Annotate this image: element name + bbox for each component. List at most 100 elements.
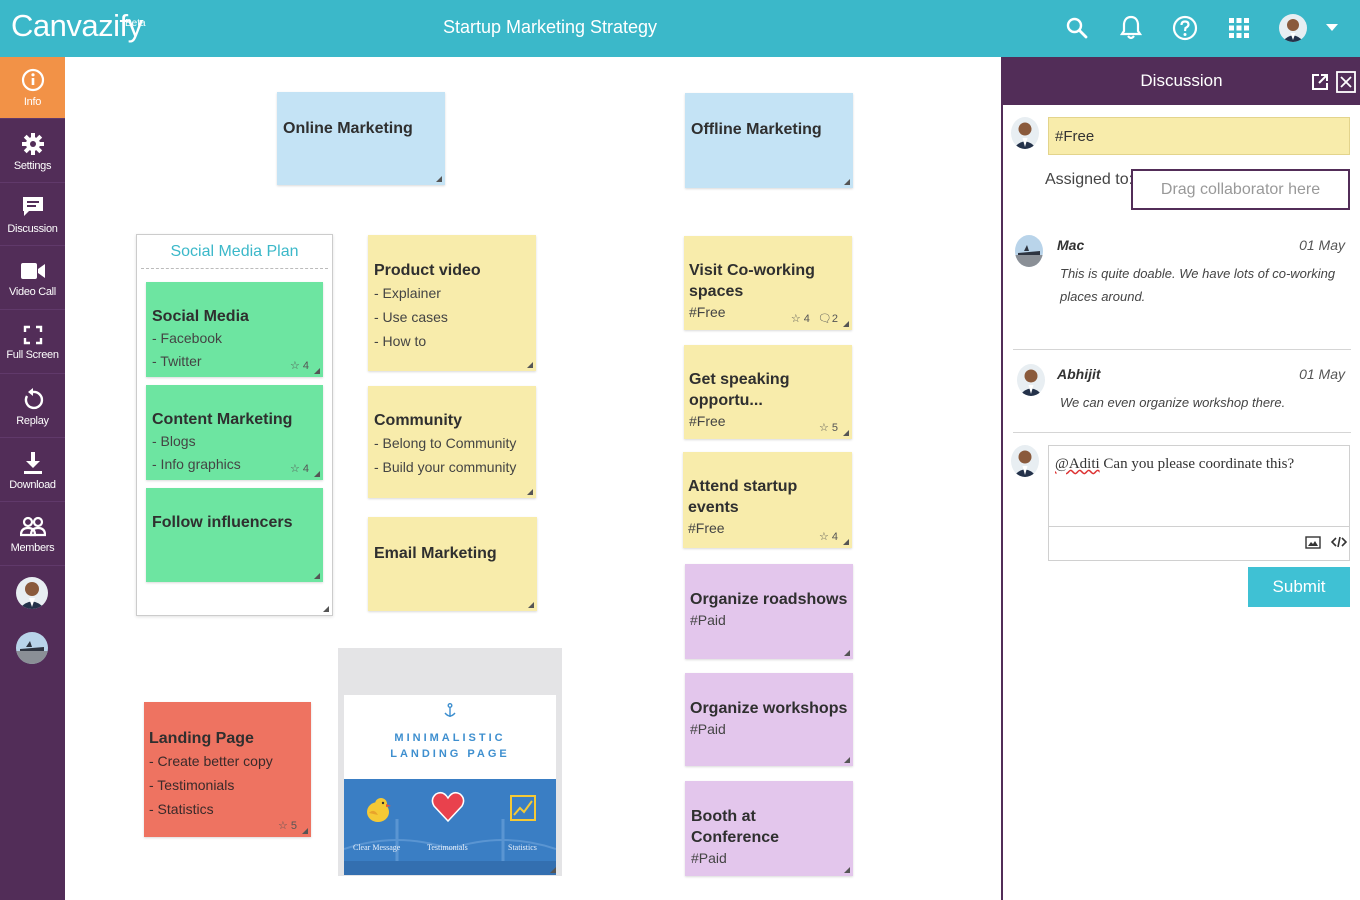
help-icon[interactable]	[1158, 8, 1212, 48]
note-email-marketing[interactable]: Email Marketing	[368, 517, 537, 611]
divider	[1013, 349, 1351, 350]
note-organize-workshops[interactable]: Organize workshops #Paid	[685, 673, 853, 766]
bell-icon[interactable]	[1104, 8, 1158, 48]
note-attend-startup-events[interactable]: Attend startup events #Free ☆ 4	[683, 452, 852, 548]
chat-icon	[22, 196, 43, 216]
star-icon[interactable]: ☆ 4	[289, 360, 309, 372]
resize-handle-icon[interactable]	[844, 179, 850, 185]
star-icon[interactable]: ☆ 4	[289, 463, 309, 475]
resize-handle-icon[interactable]	[527, 489, 533, 495]
sidebar-item-settings[interactable]: Settings	[0, 121, 65, 183]
note-follow-influencers[interactable]: Follow influencers	[146, 488, 323, 582]
note-line: - Build your community	[374, 459, 517, 475]
note-title: Attend startup events	[688, 478, 798, 516]
star-count: 4	[302, 360, 309, 372]
star-icon[interactable]: ☆ 4	[790, 313, 810, 325]
note-line: - Testimonials	[149, 777, 235, 793]
resize-handle-icon[interactable]	[323, 606, 329, 612]
note-tag: #Paid	[691, 850, 727, 866]
reply-editor[interactable]: @Aditi Can you please coordinate this?	[1048, 445, 1350, 561]
member-avatar[interactable]	[16, 577, 48, 609]
assign-collaborator-dropzone[interactable]: Drag collaborator here	[1131, 169, 1350, 210]
star-icon[interactable]: ☆ 5	[277, 820, 297, 832]
note-booth-at-conference[interactable]: Booth at Conference #Paid	[685, 781, 853, 876]
resize-handle-icon[interactable]	[843, 430, 849, 436]
reply-mention: @Aditi	[1055, 456, 1100, 472]
assigned-to-label: Assigned to:	[1045, 171, 1134, 188]
comment-icon[interactable]: 🗨2	[817, 313, 838, 325]
note-community[interactable]: Community - Belong to Community - Build …	[368, 386, 536, 498]
note-landing-page[interactable]: Landing Page - Create better copy - Test…	[144, 702, 311, 837]
member-avatar[interactable]	[16, 632, 48, 664]
reply-toolbar	[1049, 526, 1349, 560]
sidebar-item-full-screen[interactable]: Full Screen	[0, 312, 65, 374]
note-title: Follow influencers	[152, 514, 293, 531]
star-count: 5	[831, 422, 838, 434]
comment-author: Abhijit	[1057, 366, 1101, 382]
comment-text: This is quite doable. We have lots of co…	[1060, 266, 1336, 304]
note-title: Content Marketing	[152, 411, 293, 428]
note-line: - How to	[374, 333, 427, 349]
topic-input[interactable]	[1048, 117, 1350, 155]
resize-handle-icon[interactable]	[843, 321, 849, 327]
image-card-landing-page[interactable]: MINIMALISTIC LANDING PAGE Clear Message …	[338, 648, 562, 876]
note-meta: ☆ 4	[290, 462, 309, 475]
note-content-marketing[interactable]: Content Marketing - Blogs - Info graphic…	[146, 385, 323, 480]
sidebar-item-members[interactable]: Members	[0, 504, 65, 566]
comment-date: 01 May	[1299, 237, 1345, 253]
sidebar-item-replay[interactable]: Replay	[0, 376, 65, 438]
note-title: Booth at Conference	[691, 808, 780, 846]
submit-button[interactable]: Submit	[1248, 567, 1350, 607]
brand-logo[interactable]: Canvazify	[11, 8, 143, 43]
sidebar-item-info[interactable]: Info	[0, 57, 65, 119]
resize-handle-icon[interactable]	[314, 471, 320, 477]
left-sidebar: Info Settings Discussion Video Call Full…	[0, 57, 65, 900]
star-icon[interactable]: ☆ 5	[818, 422, 838, 434]
top-actions	[1050, 8, 1344, 48]
note-product-video[interactable]: Product video - Explainer - Use cases - …	[368, 235, 536, 371]
board-title[interactable]: Startup Marketing Strategy	[442, 17, 658, 37]
heart-icon	[431, 791, 465, 823]
resize-handle-icon[interactable]	[314, 368, 320, 374]
resize-handle-icon[interactable]	[844, 650, 850, 656]
image-caption: Statistics	[508, 843, 537, 852]
info-icon	[21, 68, 44, 91]
search-icon[interactable]	[1050, 8, 1104, 48]
sidebar-item-download[interactable]: Download	[0, 440, 65, 502]
resize-handle-icon[interactable]	[436, 176, 442, 182]
note-offline-marketing[interactable]: Offline Marketing	[685, 93, 853, 188]
note-social-media[interactable]: Social Media - Facebook - Twitter ☆ 4	[146, 282, 323, 377]
note-line: - Use cases	[374, 309, 448, 325]
external-link-icon[interactable]	[1309, 71, 1331, 93]
resize-handle-icon[interactable]	[550, 867, 556, 873]
anchor-icon	[444, 703, 456, 717]
resize-handle-icon[interactable]	[528, 602, 534, 608]
note-speaking-opportunities[interactable]: Get speaking opportu... #Free ☆ 5	[684, 345, 852, 439]
frame-social-media-plan[interactable]: Social Media Plan Social Media - Faceboo…	[136, 234, 333, 616]
note-organize-roadshows[interactable]: Organize roadshows #Paid	[685, 564, 853, 659]
note-title: Online Marketing	[283, 120, 413, 137]
note-online-marketing[interactable]: Online Marketing	[277, 92, 445, 185]
resize-handle-icon[interactable]	[302, 828, 308, 834]
resize-handle-icon[interactable]	[844, 867, 850, 873]
resize-handle-icon[interactable]	[527, 362, 533, 368]
sidebar-item-discussion[interactable]: Discussion	[0, 184, 65, 246]
statistics-icon	[510, 795, 536, 821]
reply-text[interactable]: @Aditi Can you please coordinate this?	[1055, 456, 1345, 473]
apps-grid-icon[interactable]	[1212, 8, 1266, 48]
resize-handle-icon[interactable]	[843, 539, 849, 545]
note-meta: ☆ 5	[278, 819, 297, 832]
discussion-header: Discussion	[1003, 57, 1360, 105]
board-canvas[interactable]: Online Marketing Offline Marketing Socia…	[65, 57, 1001, 900]
chevron-down-icon[interactable]	[1320, 8, 1344, 48]
resize-handle-icon[interactable]	[314, 573, 320, 579]
user-avatar[interactable]	[1266, 8, 1320, 48]
note-visit-coworking[interactable]: Visit Co-working spaces #Free ☆ 4 🗨2	[684, 236, 852, 330]
image-icon[interactable]	[1305, 536, 1321, 550]
code-icon[interactable]	[1330, 536, 1348, 550]
star-icon[interactable]: ☆ 4	[818, 531, 838, 543]
resize-handle-icon[interactable]	[844, 757, 850, 763]
sidebar-item-video-call[interactable]: Video Call	[0, 248, 65, 310]
close-icon[interactable]	[1335, 71, 1357, 93]
note-title: Product video	[374, 262, 481, 279]
